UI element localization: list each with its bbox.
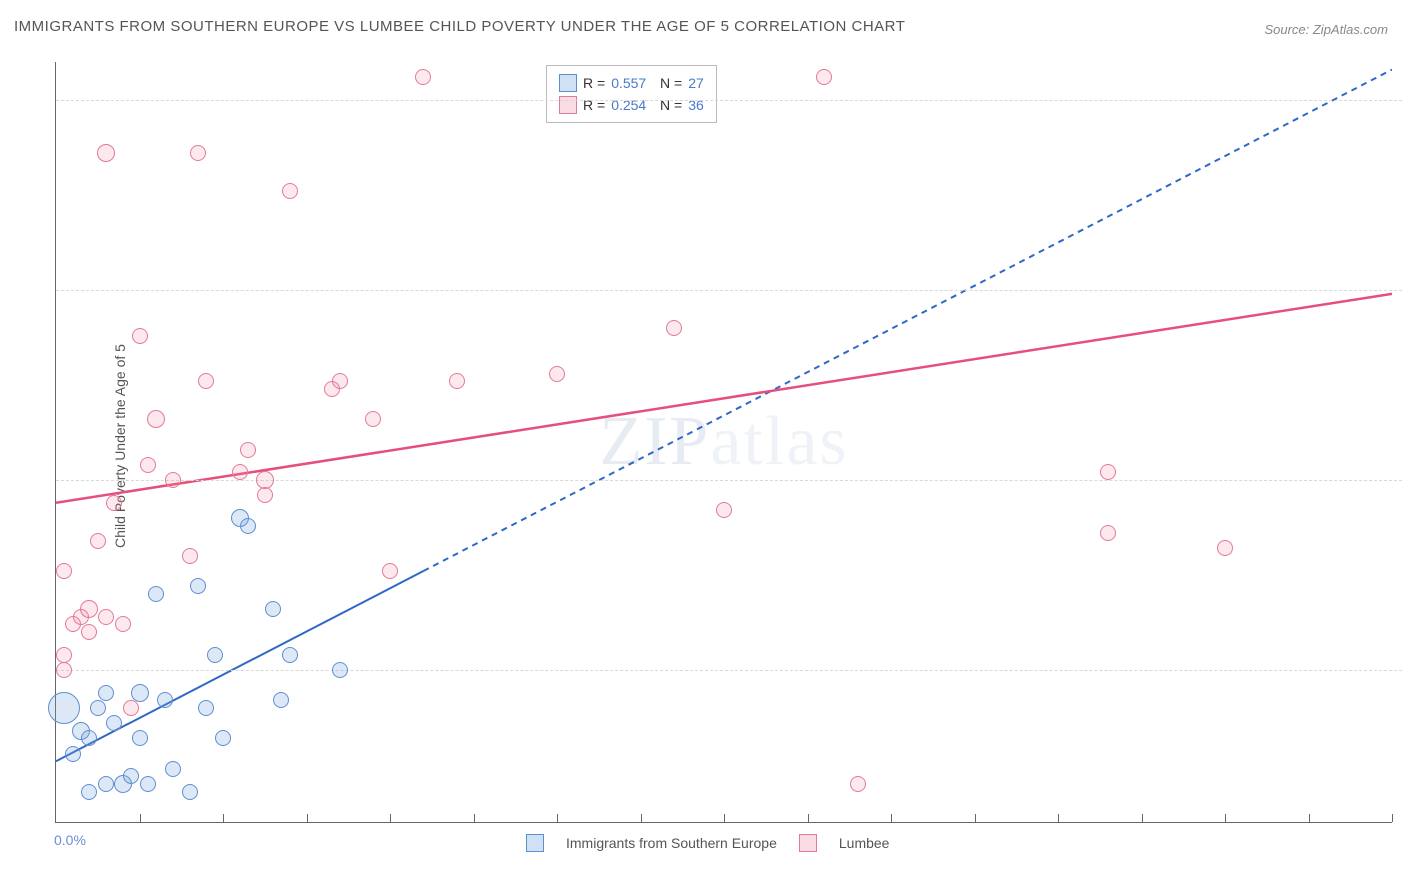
data-point xyxy=(90,700,106,716)
data-point xyxy=(1100,525,1116,541)
x-tick xyxy=(1142,814,1143,822)
data-point xyxy=(123,700,139,716)
data-point xyxy=(148,586,164,602)
data-point xyxy=(131,684,149,702)
data-point xyxy=(132,730,148,746)
swatch-series-b xyxy=(559,96,577,114)
data-point xyxy=(207,647,223,663)
stats-legend: R =0.557 N =27 R =0.254 N =36 xyxy=(546,65,717,123)
data-point xyxy=(282,183,298,199)
x-axis-min-label: 0.0% xyxy=(54,832,86,848)
x-tick xyxy=(307,814,308,822)
x-tick xyxy=(557,814,558,822)
x-tick xyxy=(975,814,976,822)
data-point xyxy=(56,563,72,579)
data-point xyxy=(850,776,866,792)
data-point xyxy=(365,411,381,427)
data-point xyxy=(282,647,298,663)
data-point xyxy=(106,715,122,731)
trend-line xyxy=(56,571,423,761)
data-point xyxy=(265,601,281,617)
data-point xyxy=(449,373,465,389)
data-point xyxy=(90,533,106,549)
data-point xyxy=(182,784,198,800)
gridline-h xyxy=(56,670,1402,671)
stats-row-a: R =0.557 N =27 xyxy=(559,72,704,94)
data-point xyxy=(215,730,231,746)
x-tick xyxy=(140,814,141,822)
data-point xyxy=(98,776,114,792)
stats-row-b: R =0.254 N =36 xyxy=(559,94,704,116)
series-label-a: Immigrants from Southern Europe xyxy=(566,835,777,851)
x-tick xyxy=(474,814,475,822)
data-point xyxy=(157,692,173,708)
data-point xyxy=(140,776,156,792)
data-point xyxy=(415,69,431,85)
data-point xyxy=(65,746,81,762)
data-point xyxy=(232,464,248,480)
data-point xyxy=(666,320,682,336)
source-label: Source: ZipAtlas.com xyxy=(1264,22,1388,37)
data-point xyxy=(81,624,97,640)
data-point xyxy=(56,647,72,663)
data-point xyxy=(165,761,181,777)
data-point xyxy=(273,692,289,708)
x-tick xyxy=(1058,814,1059,822)
data-point xyxy=(132,328,148,344)
data-point xyxy=(240,442,256,458)
chart-title: IMMIGRANTS FROM SOUTHERN EUROPE VS LUMBE… xyxy=(14,18,905,35)
data-point xyxy=(48,692,80,724)
x-tick xyxy=(223,814,224,822)
x-tick xyxy=(808,814,809,822)
data-point xyxy=(240,518,256,534)
data-point xyxy=(182,548,198,564)
data-point xyxy=(332,373,348,389)
plot-area: ZIPatlas R =0.557 N =27 R =0.254 N =36 I… xyxy=(55,62,1392,823)
data-point xyxy=(56,662,72,678)
gridline-h xyxy=(56,290,1402,291)
data-point xyxy=(140,457,156,473)
swatch-series-a xyxy=(526,834,544,852)
data-point xyxy=(165,472,181,488)
data-point xyxy=(190,578,206,594)
series-legend: Immigrants from Southern Europe Lumbee xyxy=(526,834,889,852)
data-point xyxy=(716,502,732,518)
x-tick xyxy=(1309,814,1310,822)
data-point xyxy=(198,373,214,389)
data-point xyxy=(332,662,348,678)
chart-container: IMMIGRANTS FROM SOUTHERN EUROPE VS LUMBE… xyxy=(0,0,1406,892)
x-tick xyxy=(891,814,892,822)
data-point xyxy=(257,487,273,503)
data-point xyxy=(106,495,122,511)
x-tick xyxy=(390,814,391,822)
gridline-h xyxy=(56,100,1402,101)
watermark: ZIPatlas xyxy=(599,402,848,482)
data-point xyxy=(81,784,97,800)
data-point xyxy=(382,563,398,579)
x-tick xyxy=(1392,814,1393,822)
swatch-series-b xyxy=(799,834,817,852)
data-point xyxy=(198,700,214,716)
data-point xyxy=(1100,464,1116,480)
trend-line xyxy=(56,294,1392,503)
data-point xyxy=(123,768,139,784)
x-tick xyxy=(641,814,642,822)
data-point xyxy=(81,730,97,746)
data-point xyxy=(190,145,206,161)
data-point xyxy=(1217,540,1233,556)
x-tick xyxy=(1225,814,1226,822)
data-point xyxy=(98,609,114,625)
data-point xyxy=(549,366,565,382)
data-point xyxy=(97,144,115,162)
trend-line xyxy=(423,70,1392,571)
data-point xyxy=(147,410,165,428)
data-point xyxy=(80,600,98,618)
trend-overlay xyxy=(56,62,1392,822)
data-point xyxy=(115,616,131,632)
series-label-b: Lumbee xyxy=(839,835,890,851)
x-tick xyxy=(724,814,725,822)
data-point xyxy=(98,685,114,701)
swatch-series-a xyxy=(559,74,577,92)
data-point xyxy=(816,69,832,85)
